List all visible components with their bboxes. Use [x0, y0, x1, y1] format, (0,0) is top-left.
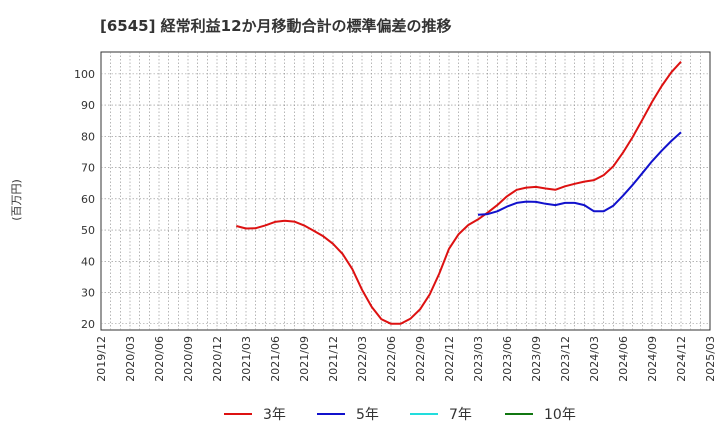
- x-tick-label: 2021/03: [240, 336, 253, 382]
- series-line-5年: [477, 131, 682, 216]
- x-tick-label: 2019/12: [95, 336, 108, 382]
- y-tick-label: 30: [81, 287, 95, 300]
- x-tick-label: 2024/06: [617, 336, 630, 382]
- x-tick-label: 2021/06: [269, 336, 282, 382]
- x-tick-label: 2020/12: [211, 336, 224, 382]
- y-tick-label: 70: [81, 162, 95, 175]
- legend: 3年 5年 7年 10年: [224, 407, 576, 423]
- gridlines: [101, 52, 710, 330]
- legend-label: 10年: [544, 407, 576, 423]
- y-tick-label: 50: [81, 224, 95, 237]
- x-tick-label: 2020/06: [153, 336, 166, 382]
- x-axis-ticks: 2019/12 2020/03 2020/06 2020/09 2020/12 2021/…: [95, 336, 717, 382]
- y-tick-label: 20: [81, 318, 95, 331]
- x-tick-label: 2021/12: [327, 336, 340, 382]
- x-tick-label: 2023/09: [530, 336, 543, 382]
- y-tick-label: 80: [81, 130, 95, 143]
- x-tick-label: 2022/09: [414, 336, 427, 382]
- y-tick-label: 60: [81, 193, 95, 206]
- legend-label: 7年: [449, 407, 472, 423]
- x-tick-label: 2025/03: [704, 336, 717, 382]
- x-tick-label: 2024/12: [675, 336, 688, 382]
- x-tick-label: 2023/12: [559, 336, 572, 382]
- chart-title: [6545] 経常利益12か月移動合計の標準偏差の推移: [100, 17, 452, 35]
- x-tick-label: 2023/03: [472, 336, 485, 382]
- x-tick-label: 2024/09: [646, 336, 659, 382]
- legend-label: 3年: [263, 407, 286, 423]
- x-tick-label: 2022/06: [385, 336, 398, 382]
- x-tick-label: 2020/09: [182, 336, 195, 382]
- y-tick-label: 90: [81, 99, 95, 112]
- x-tick-label: 2022/12: [443, 336, 456, 382]
- x-tick-label: 2023/06: [501, 336, 514, 382]
- legend-label: 5年: [356, 407, 379, 423]
- y-axis-ticks: 20 30 40 50 60 70 80 90 100: [74, 68, 95, 331]
- x-tick-label: 2024/03: [588, 336, 601, 382]
- x-tick-label: 2022/03: [356, 336, 369, 382]
- y-tick-label: 100: [74, 68, 95, 81]
- series-lines: [236, 61, 682, 325]
- y-axis-label: (百万円): [10, 179, 23, 221]
- x-tick-label: 2021/09: [298, 336, 311, 382]
- plot-area: [100, 51, 711, 331]
- series-line-3年: [236, 61, 682, 325]
- x-tick-label: 2020/03: [124, 336, 137, 382]
- y-tick-label: 40: [81, 255, 95, 268]
